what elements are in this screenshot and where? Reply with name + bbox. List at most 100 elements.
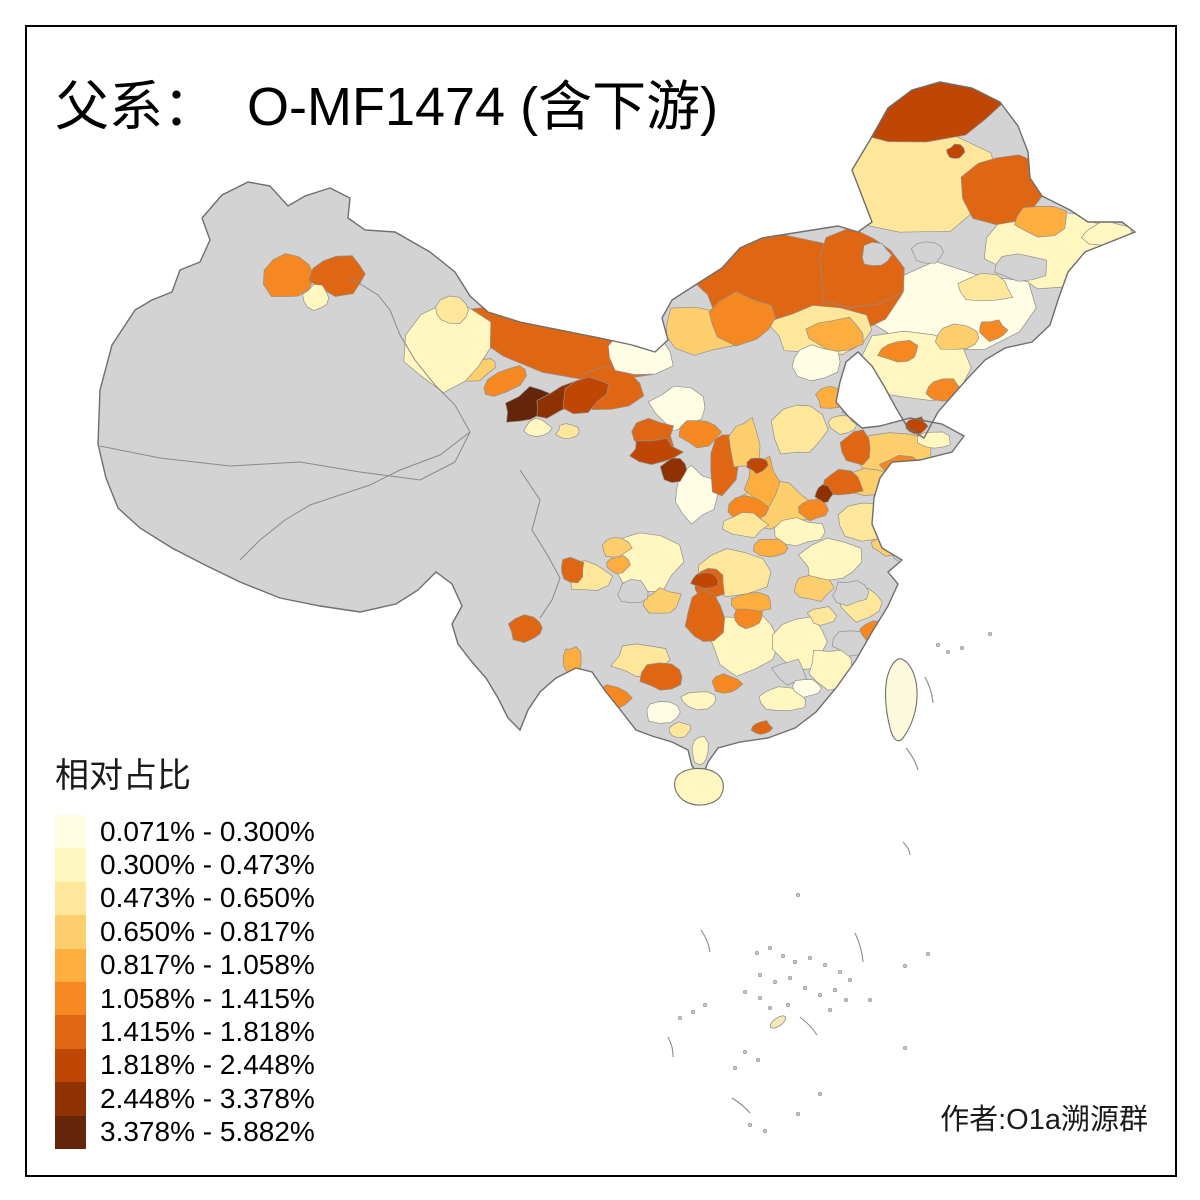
island-dot	[902, 963, 907, 968]
island-dot	[925, 951, 930, 956]
reef-dash	[700, 929, 711, 953]
legend-swatch	[55, 848, 86, 882]
reef-dash	[854, 932, 864, 963]
prefecture-cell	[750, 720, 774, 735]
island-dot	[762, 1129, 767, 1134]
legend-swatch	[55, 1082, 86, 1116]
province-border	[239, 431, 471, 561]
legend-swatch	[55, 815, 86, 849]
prefecture-cell	[708, 291, 776, 347]
prefecture-cell	[934, 323, 980, 350]
prefecture-cell	[791, 344, 841, 382]
prefecture-cell	[674, 464, 719, 525]
prefecture-cell	[568, 677, 598, 697]
prefecture-cell	[946, 143, 966, 159]
prefecture-cell	[746, 457, 769, 475]
prefecture-cell	[793, 575, 835, 602]
prefecture-cell	[832, 580, 870, 607]
prefecture-cell	[581, 704, 611, 721]
hainan-island	[674, 767, 724, 806]
prefecture-cell	[805, 316, 864, 353]
reef-dash	[902, 841, 911, 856]
island-dot	[742, 1050, 747, 1055]
island-dot	[795, 892, 800, 897]
island-dot	[837, 969, 842, 974]
prefecture-cell	[541, 692, 571, 710]
prefecture-cell	[483, 365, 527, 397]
island-dot	[785, 1002, 790, 1007]
island-dot	[847, 977, 852, 982]
national-boundary	[97, 81, 1137, 780]
prefecture-cell	[877, 340, 919, 363]
island-dot	[807, 955, 812, 960]
island-dot	[767, 1005, 772, 1010]
prefecture-cell	[910, 241, 944, 264]
prefecture-cell	[979, 319, 1009, 342]
island-dot	[742, 989, 747, 994]
prefecture-cell	[403, 303, 492, 394]
legend-label: 0.300% - 0.473%	[100, 849, 315, 881]
legend-swatch	[55, 981, 86, 1016]
prefecture-cell	[643, 587, 682, 614]
prefecture-cell	[690, 572, 719, 589]
legend-entry: 0.071% - 0.300%	[55, 815, 315, 849]
legend-swatch	[55, 1048, 86, 1083]
legend-label: 0.817% - 1.058%	[100, 949, 315, 981]
prefecture-cell	[838, 502, 896, 542]
prefecture-cell	[770, 404, 829, 455]
legend-swatch	[55, 1015, 86, 1049]
legend-entry: 0.473% - 0.650%	[55, 881, 315, 916]
island-dot	[755, 1058, 760, 1063]
prefecture-cell	[629, 438, 685, 465]
province-border	[99, 277, 471, 481]
taiwan-island	[885, 658, 918, 742]
province-border	[519, 469, 561, 619]
prefecture-cell	[691, 736, 709, 766]
island-dot	[902, 1046, 907, 1051]
prefecture-cell	[994, 253, 1047, 282]
prefecture-cell	[839, 429, 871, 466]
legend-label: 0.071% - 0.300%	[100, 815, 315, 847]
prefecture-cell	[562, 376, 610, 415]
legend-swatch	[55, 948, 86, 982]
attribution: 作者:O1a溯源群	[940, 1104, 1148, 1136]
prefecture-cell	[561, 556, 585, 584]
sea-islet	[769, 1015, 787, 1029]
island-dot	[677, 1015, 682, 1020]
prefecture-cell	[617, 579, 649, 604]
prefecture-cell	[1014, 205, 1067, 238]
legend-entry: 2.448% - 3.378%	[55, 1082, 315, 1116]
island-dot	[757, 995, 762, 1000]
prefecture-cell	[814, 484, 834, 504]
island-dot	[822, 962, 827, 967]
legend-swatch	[55, 915, 86, 949]
prefecture-cell	[601, 536, 633, 558]
prefecture-cell	[262, 253, 315, 297]
prefecture-cell	[753, 538, 789, 558]
prefecture-cell	[798, 498, 829, 522]
legend-entry: 1.818% - 2.448%	[55, 1048, 315, 1083]
prefecture-cell	[1060, 279, 1117, 316]
island-dot	[817, 992, 822, 997]
prefecture-cell	[957, 272, 1014, 302]
plot-border-frame	[25, 25, 1177, 1177]
legend: 相对占比 0.071% - 0.300% 0.300% - 0.473% 0.473…	[55, 748, 315, 1149]
legend-entry: 1.415% - 1.818%	[55, 1015, 315, 1049]
legend-label: 1.058% - 1.415%	[100, 982, 315, 1014]
prefecture-cell	[523, 417, 553, 437]
prefecture-cell	[668, 721, 692, 739]
island-dot	[843, 997, 848, 1002]
reef-dash	[905, 747, 919, 771]
prefecture-cell	[678, 420, 723, 449]
reef-dash	[924, 676, 934, 704]
island-dot	[945, 649, 950, 654]
prefecture-cell	[797, 537, 863, 582]
island-dot	[935, 642, 940, 647]
island-dot	[772, 979, 777, 984]
reef-dash	[731, 1097, 751, 1114]
prefecture-cell	[607, 331, 674, 375]
prefecture-cell	[792, 679, 822, 698]
island-dot	[827, 1007, 832, 1012]
island-dot	[787, 975, 792, 980]
